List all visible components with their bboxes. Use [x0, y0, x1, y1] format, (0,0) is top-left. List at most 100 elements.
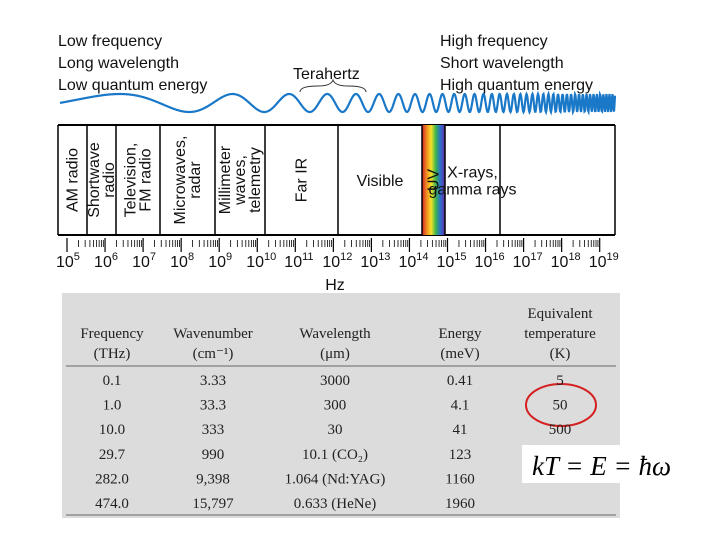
- band-label: waves,: [232, 155, 249, 206]
- header-left: Low frequency: [58, 33, 162, 50]
- tick-exp: 13: [378, 251, 390, 263]
- band-label: Shortwave: [86, 142, 103, 218]
- band-label: radio: [101, 162, 118, 198]
- table-cell: 3000: [320, 373, 350, 389]
- tick-base: 10: [398, 254, 416, 271]
- tick-exp: 5: [74, 251, 80, 263]
- tick-label: 108: [170, 251, 194, 271]
- tick-label: 1010: [246, 251, 276, 271]
- table-header: Wavelength: [299, 326, 371, 342]
- tick-exp: 11: [302, 251, 313, 263]
- table-cell: 10.1 (CO₂): [302, 447, 368, 463]
- band-label: AM radio: [65, 148, 82, 212]
- table-cell: 282.0: [95, 471, 129, 487]
- table-header: Energy: [438, 326, 482, 342]
- band-label: radar: [187, 161, 204, 199]
- table-header: temperature: [524, 326, 596, 342]
- header-right: Short wavelength: [440, 55, 564, 72]
- terahertz-label: Terahertz: [293, 66, 360, 83]
- tick-label: 107: [132, 251, 156, 271]
- band-label: Microwaves,: [172, 136, 189, 225]
- tick-exp: 14: [416, 251, 428, 263]
- tick-exp: 8: [188, 251, 194, 263]
- tick-label: 1017: [513, 251, 543, 271]
- tick-exp: 15: [454, 251, 466, 263]
- tick-base: 10: [322, 254, 340, 271]
- tick-label: 1012: [322, 251, 352, 271]
- table-header: Equivalent: [528, 306, 594, 322]
- axis-unit: Hz: [325, 277, 345, 294]
- table-cell: 474.0: [95, 496, 129, 512]
- tick-label: 1018: [551, 251, 581, 271]
- band-label: Television,: [123, 143, 140, 218]
- tick-exp: 12: [340, 251, 352, 263]
- table-header: Wavenumber: [173, 326, 253, 342]
- table-cell: 3.33: [200, 373, 226, 389]
- tick-exp: 19: [606, 251, 618, 263]
- table-cell: 41: [453, 422, 468, 438]
- table-cell: 50: [553, 398, 568, 414]
- tick-base: 10: [475, 254, 493, 271]
- band-label: telemetry: [247, 147, 264, 213]
- tick-label: 1019: [589, 251, 619, 271]
- tick-base: 10: [170, 254, 188, 271]
- table-cell: 33.3: [200, 398, 226, 414]
- table-cell: 1.064 (Nd:YAG): [285, 471, 386, 487]
- tick-base: 10: [132, 254, 150, 271]
- terahertz-brace: [299, 78, 367, 93]
- table-cell: 1960: [445, 496, 475, 512]
- tick-exp: 7: [150, 251, 156, 263]
- tick-label: 1015: [437, 251, 467, 271]
- table-cell: 5: [556, 373, 564, 389]
- tick-base: 10: [246, 254, 264, 271]
- tick-base: 10: [589, 254, 607, 271]
- tick-label: 109: [208, 251, 232, 271]
- highlight-circle: [525, 383, 597, 427]
- table-cell: 30: [328, 422, 343, 438]
- table-cell: 15,797: [192, 496, 234, 512]
- table-cell: 29.7: [99, 447, 126, 463]
- band-label: gamma rays: [428, 182, 516, 199]
- tick-exp: 10: [264, 251, 276, 263]
- table-header: (meV): [440, 346, 479, 362]
- table-header: (K): [550, 346, 571, 362]
- band-label: Far IR: [294, 158, 311, 202]
- table-cell: 1.0: [103, 398, 122, 414]
- table-cell: 0.1: [103, 373, 122, 389]
- table-header: (cm⁻¹): [193, 346, 234, 362]
- table-header: (THz): [94, 346, 131, 362]
- tick-base: 10: [551, 254, 569, 271]
- wave: [59, 90, 617, 116]
- tick-exp: 6: [112, 251, 118, 263]
- tick-label: 1013: [360, 251, 390, 271]
- table-cell: 1160: [445, 471, 474, 487]
- tick-exp: 18: [568, 251, 580, 263]
- tick-base: 10: [94, 254, 112, 271]
- tick-label: 1011: [284, 251, 313, 271]
- band-label: UV: [426, 169, 443, 192]
- header-right: High frequency: [440, 33, 548, 50]
- table-cell: 4.1: [451, 398, 470, 414]
- tick-label: 106: [94, 251, 118, 271]
- table-header: (μm): [320, 346, 350, 362]
- equation-background: [522, 445, 697, 483]
- tick-base: 10: [56, 254, 74, 271]
- equation: kT = E = ħω: [532, 451, 671, 481]
- tick-base: 10: [208, 254, 226, 271]
- header-left: Long wavelength: [58, 55, 179, 72]
- tick-label: 105: [56, 251, 80, 271]
- tick-exp: 17: [530, 251, 542, 263]
- table-cell: 333: [202, 422, 225, 438]
- table-header: Frequency: [80, 326, 144, 342]
- tick-exp: 16: [492, 251, 504, 263]
- visible-band: [422, 125, 445, 235]
- table-cell: 500: [549, 422, 572, 438]
- header-right: High quantum energy: [440, 77, 593, 94]
- tick-label: 1016: [475, 251, 505, 271]
- band-label: FM radio: [138, 148, 155, 211]
- table-cell: 9,398: [196, 471, 230, 487]
- tick-base: 10: [284, 254, 302, 271]
- tick-base: 10: [437, 254, 455, 271]
- table-cell: 300: [324, 398, 347, 414]
